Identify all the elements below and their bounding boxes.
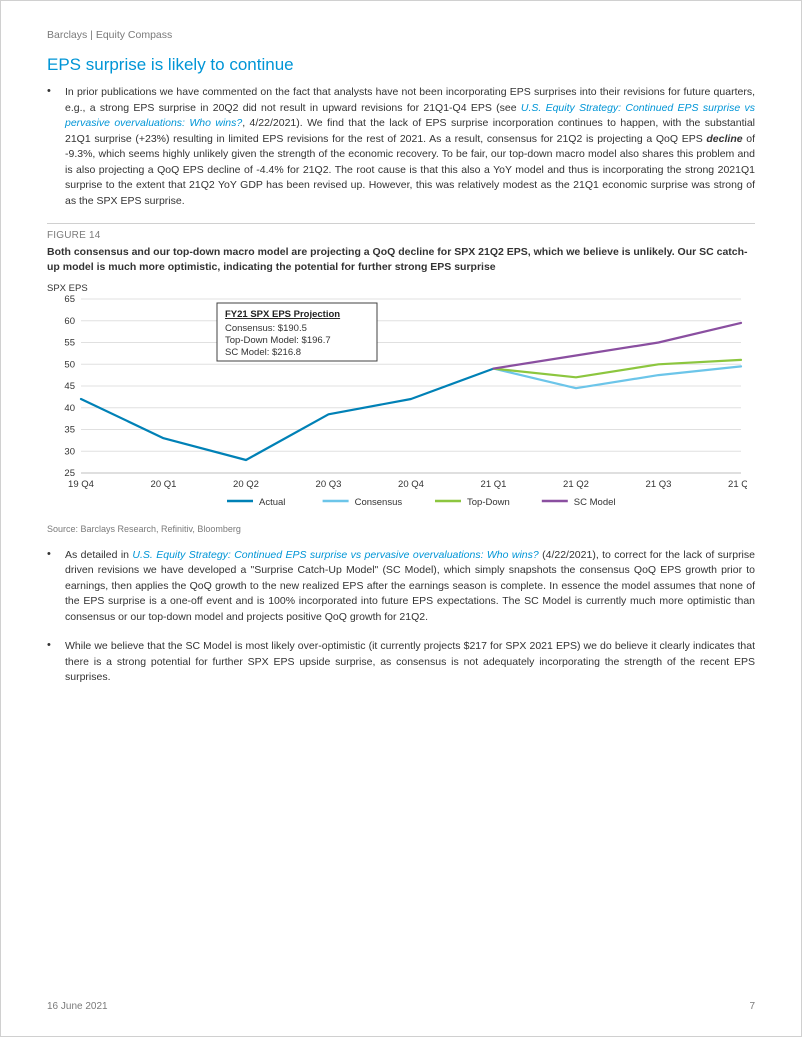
svg-text:21 Q1: 21 Q1: [481, 479, 507, 490]
svg-text:20 Q1: 20 Q1: [151, 479, 177, 490]
svg-text:20 Q4: 20 Q4: [398, 479, 424, 490]
paragraph-2: As detailed in U.S. Equity Strategy: Con…: [65, 548, 755, 626]
p2-link[interactable]: U.S. Equity Strategy: Continued EPS surp…: [132, 549, 538, 561]
svg-text:21 Q4: 21 Q4: [728, 479, 747, 490]
svg-text:Top-Down: Top-Down: [467, 497, 510, 508]
p1-decline: decline: [706, 133, 742, 145]
svg-text:21 Q2: 21 Q2: [563, 479, 589, 490]
svg-text:20 Q3: 20 Q3: [316, 479, 342, 490]
section-title: EPS surprise is likely to continue: [47, 55, 755, 75]
p2-text-a: As detailed in: [65, 549, 132, 561]
svg-text:40: 40: [64, 402, 75, 413]
svg-text:35: 35: [64, 424, 75, 435]
paragraph-1: In prior publications we have commented …: [65, 85, 755, 209]
footer-page-number: 7: [749, 1001, 755, 1012]
svg-text:45: 45: [64, 381, 75, 392]
svg-text:Consensus: $190.5: Consensus: $190.5: [225, 323, 307, 334]
svg-text:19 Q4: 19 Q4: [68, 479, 94, 490]
svg-text:20 Q2: 20 Q2: [233, 479, 259, 490]
chart-ylabel: SPX EPS: [47, 283, 88, 294]
svg-text:25: 25: [64, 468, 75, 479]
chart-container: SPX EPS 25 30 35 40 45 50 55 60 65 19 Q4 20 Q1 20 Q…: [47, 285, 755, 520]
figure-caption: Both consensus and our top-down macro mo…: [47, 245, 755, 274]
figure-label: FIGURE 14: [47, 230, 755, 241]
svg-text:SC Model: SC Model: [574, 497, 616, 508]
svg-text:Top-Down Model: $196.7: Top-Down Model: $196.7: [225, 335, 331, 346]
svg-text:Actual: Actual: [259, 497, 285, 508]
svg-text:21 Q3: 21 Q3: [646, 479, 672, 490]
svg-text:Consensus: Consensus: [355, 497, 403, 508]
paragraph-3: While we believe that the SC Model is mo…: [65, 639, 755, 686]
figure-source: Source: Barclays Research, Refinitiv, Bl…: [47, 524, 755, 534]
svg-text:FY21 SPX EPS Projection: FY21 SPX EPS Projection: [225, 309, 340, 320]
svg-text:30: 30: [64, 446, 75, 457]
page-header: Barclays | Equity Compass: [47, 29, 755, 41]
svg-text:55: 55: [64, 337, 75, 348]
page-footer: 16 June 2021 7: [47, 1001, 755, 1012]
svg-text:60: 60: [64, 315, 75, 326]
svg-text:SC Model: $216.8: SC Model: $216.8: [225, 347, 301, 358]
figure-rule: [47, 223, 755, 224]
svg-text:50: 50: [64, 359, 75, 370]
footer-date: 16 June 2021: [47, 1001, 108, 1012]
eps-line-chart: 25 30 35 40 45 50 55 60 65 19 Q4 20 Q1 20 Q2 20 Q3 20…: [47, 285, 747, 515]
svg-text:65: 65: [64, 294, 75, 305]
